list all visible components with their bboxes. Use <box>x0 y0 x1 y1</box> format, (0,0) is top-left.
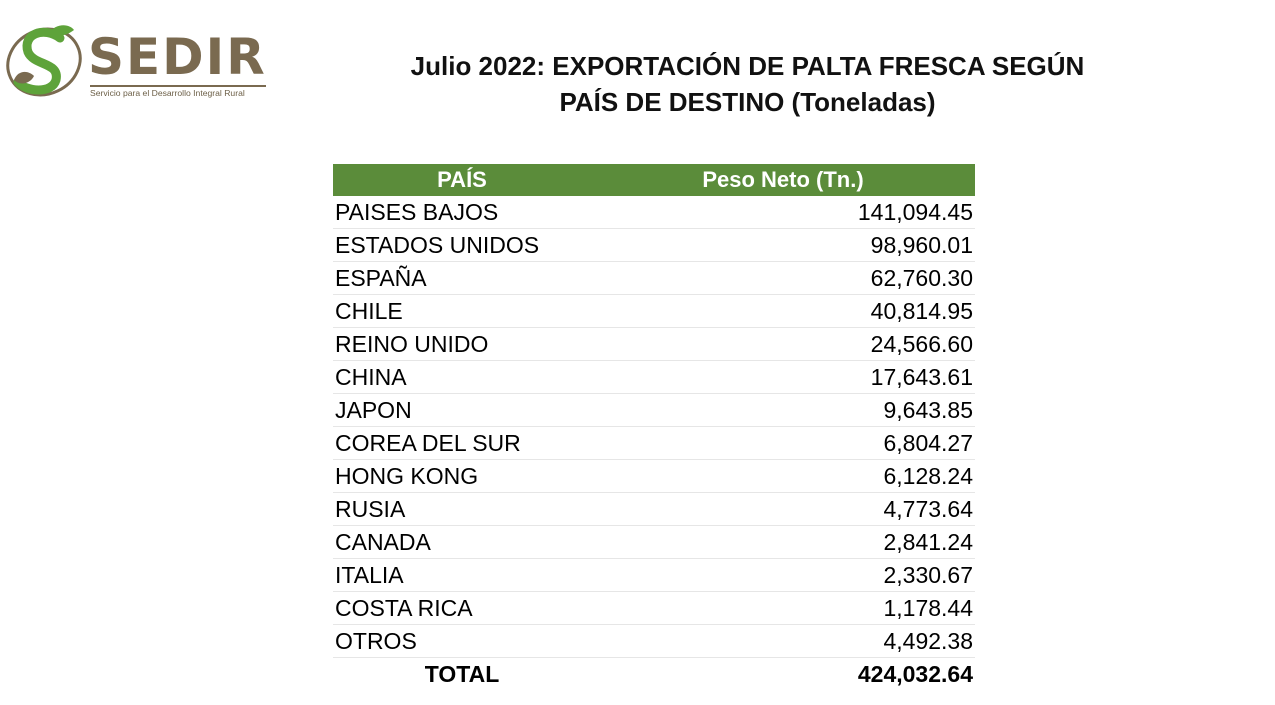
logo-wordmark: SEDIR <box>88 28 267 86</box>
table-row: CHINA 17,643.61 <box>333 360 975 394</box>
table-row: CANADA 2,841.24 <box>333 525 975 559</box>
table-row: JAPON 9,643.85 <box>333 393 975 427</box>
country-cell: ESTADOS UNIDOS <box>333 228 591 262</box>
weight-cell: 24,566.60 <box>591 327 975 361</box>
table-row: PAISES BAJOS 141,094.45 <box>333 196 975 229</box>
weight-cell: 141,094.45 <box>591 196 975 229</box>
country-cell: CHILE <box>333 294 591 328</box>
table-body: PAISES BAJOS 141,094.45 ESTADOS UNIDOS 98,9… <box>333 196 975 658</box>
country-cell: ESPAÑA <box>333 261 591 295</box>
table-row: ITALIA 2,330.67 <box>333 558 975 592</box>
table-row: COREA DEL SUR 6,804.27 <box>333 426 975 460</box>
country-cell: COREA DEL SUR <box>333 426 591 460</box>
country-cell: CHINA <box>333 360 591 394</box>
country-cell: COSTA RICA <box>333 591 591 625</box>
page-title-line-2: PAÍS DE DESTINO (Toneladas) <box>559 87 936 117</box>
table-row: RUSIA 4,773.64 <box>333 492 975 526</box>
sedir-logo: SEDIR Servicio para el Desarrollo Integr… <box>4 18 274 106</box>
weight-cell: 2,330.67 <box>591 558 975 592</box>
country-cell: ITALIA <box>333 558 591 592</box>
page-title-line-1: Julio 2022: EXPORTACIÓN DE PALTA FRESCA … <box>410 51 1085 81</box>
weight-cell: 17,643.61 <box>591 360 975 394</box>
logo-tagline: Servicio para el Desarrollo Integral Rur… <box>90 88 245 98</box>
export-table: PAÍS Peso Neto (Tn.) PAISES BAJOS 141,094… <box>333 164 975 690</box>
table-row: REINO UNIDO 24,566.60 <box>333 327 975 361</box>
weight-cell: 6,128.24 <box>591 459 975 493</box>
header-country: PAÍS <box>333 164 591 196</box>
sedir-emblem-icon <box>6 25 82 97</box>
weight-cell: 62,760.30 <box>591 261 975 295</box>
table-row: ESPAÑA 62,760.30 <box>333 261 975 295</box>
weight-cell: 1,178.44 <box>591 591 975 625</box>
country-cell: CANADA <box>333 525 591 559</box>
weight-cell: 98,960.01 <box>591 228 975 262</box>
total-value: 424,032.64 <box>857 660 973 687</box>
country-cell: JAPON <box>333 393 591 427</box>
logo-divider <box>90 85 266 87</box>
country-cell: RUSIA <box>333 492 591 526</box>
header-weight: Peso Neto (Tn.) <box>591 164 975 196</box>
total-row: TOTAL 424,032.64 <box>333 658 975 691</box>
weight-cell: 4,773.64 <box>591 492 975 526</box>
weight-cell: 9,643.85 <box>591 393 975 427</box>
total-label: TOTAL <box>424 660 500 687</box>
table-row: OTROS 4,492.38 <box>333 624 975 658</box>
country-cell: REINO UNIDO <box>333 327 591 361</box>
page-title: Julio 2022: EXPORTACIÓN DE PALTA FRESCA … <box>360 48 1135 120</box>
table-row: ESTADOS UNIDOS 98,960.01 <box>333 228 975 262</box>
weight-cell: 40,814.95 <box>591 294 975 328</box>
weight-cell: 4,492.38 <box>591 624 975 658</box>
country-cell: PAISES BAJOS <box>333 196 591 229</box>
weight-cell: 2,841.24 <box>591 525 975 559</box>
country-cell: HONG KONG <box>333 459 591 493</box>
country-cell: OTROS <box>333 624 591 658</box>
table-header-row: PAÍS Peso Neto (Tn.) <box>333 164 975 196</box>
table-row: CHILE 40,814.95 <box>333 294 975 328</box>
table-row: COSTA RICA 1,178.44 <box>333 591 975 625</box>
weight-cell: 6,804.27 <box>591 426 975 460</box>
table-row: HONG KONG 6,128.24 <box>333 459 975 493</box>
